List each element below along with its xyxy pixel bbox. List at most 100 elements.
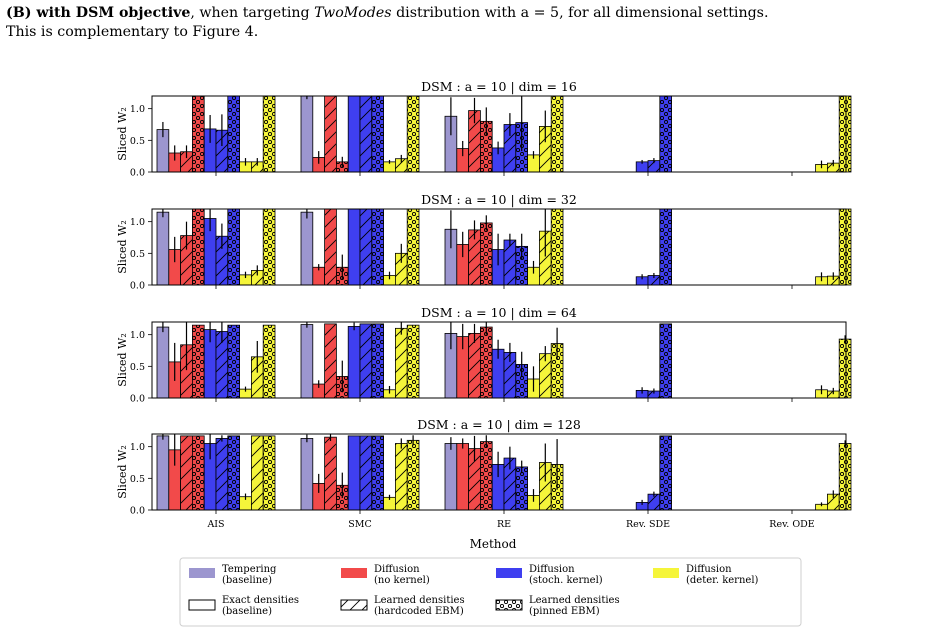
- legend-label: (baseline): [222, 575, 272, 586]
- bar-pattern: [659, 435, 672, 510]
- legend-swatch: [341, 568, 367, 578]
- bar-pattern: [839, 443, 851, 510]
- bar-pattern: [539, 126, 552, 172]
- bar: [347, 435, 361, 511]
- legend-frame: [179, 557, 802, 627]
- bar: [300, 211, 314, 286]
- bar-pattern: [839, 209, 851, 285]
- bar-pattern: [192, 435, 205, 510]
- bar-pattern: [251, 270, 264, 285]
- panel-2: DSM : a = 10 | dim = 32 Sliced W₂0.0 0.5 1.…: [116, 192, 852, 292]
- bar-pattern: [263, 325, 275, 398]
- caption-bold: (B) with DSM objective: [6, 5, 191, 21]
- y-tick-label: 0.0: [130, 394, 145, 405]
- bar-pattern: [251, 161, 264, 172]
- bar-pattern: [251, 435, 264, 510]
- legend-label: Diffusion: [529, 564, 575, 575]
- bar-pattern: [360, 435, 372, 510]
- legend-label: (no kernel): [374, 575, 430, 586]
- bar-pattern: [216, 130, 228, 172]
- bar-pattern: [263, 435, 275, 510]
- bar-pattern: [659, 96, 672, 172]
- bar-pattern: [551, 343, 563, 398]
- y-tick-label: 1.0: [130, 442, 145, 453]
- legend-label: (baseline): [222, 606, 272, 617]
- bar-pattern: [395, 158, 408, 172]
- bar-pattern: [480, 441, 493, 510]
- bar-pattern: [360, 209, 372, 285]
- bar: [444, 443, 458, 511]
- bar-pattern: [648, 494, 660, 510]
- bar-group-ais: [156, 95, 276, 173]
- bar-pattern: [515, 364, 528, 398]
- legend-item: Learned densities(hardcoded EBM): [340, 595, 465, 617]
- bar: [156, 435, 170, 511]
- bar: [300, 438, 314, 511]
- bar-pattern: [324, 437, 337, 510]
- legend-swatch: [496, 568, 522, 578]
- legend-item: Diffusion(no kernel): [341, 564, 430, 586]
- panel-3: DSM : a = 10 | dim = 64 Sliced W₂0.0 0.5 1.…: [116, 305, 852, 405]
- bar-pattern: [504, 458, 516, 510]
- bar-pattern: [839, 339, 851, 398]
- caption-part1: , when targeting: [190, 5, 315, 21]
- bar: [300, 324, 314, 399]
- bar-pattern: [180, 235, 193, 285]
- y-axis-label: Sliced W₂: [116, 445, 129, 499]
- bar-group-smc: [300, 322, 420, 399]
- bar-group-ais: [156, 208, 276, 286]
- axes-frame: [151, 433, 847, 511]
- bar-pattern: [192, 96, 205, 172]
- bar-pattern: [480, 222, 493, 285]
- legend-label: Diffusion: [686, 564, 732, 575]
- legend-label: (deter. kernel): [686, 575, 759, 586]
- y-tick-label: 0.0: [130, 506, 145, 517]
- bar-pattern: [180, 435, 193, 510]
- legend-label: (stoch. kernel): [529, 575, 603, 586]
- bar: [347, 95, 361, 173]
- panel-title: DSM : a = 10 | dim = 128: [417, 417, 581, 432]
- x-tick-label: Rev. SDE: [626, 519, 670, 530]
- bar-pattern: [827, 276, 840, 285]
- bar-pattern: [263, 96, 275, 172]
- bar-pattern: [407, 96, 419, 172]
- bar-pattern: [360, 323, 372, 398]
- legend-label: Tempering: [222, 564, 277, 575]
- x-axis-label: Method: [470, 537, 517, 551]
- bar-group-smc: [300, 208, 420, 286]
- bar-pattern: [659, 209, 672, 285]
- panel-4: DSM : a = 10 | dim = 128 Sliced W₂0.0 0.5 1…: [116, 417, 852, 530]
- legend-swatch-pattern: [341, 600, 367, 610]
- legend-item: Diffusion(deter. kernel): [653, 564, 759, 586]
- bar-pattern: [371, 435, 384, 510]
- panel-title: DSM : a = 10 | dim = 16: [421, 79, 577, 94]
- bar-pattern: [827, 163, 840, 172]
- bar-pattern: [324, 323, 337, 398]
- bar-pattern: [216, 331, 228, 398]
- bar-pattern: [515, 466, 528, 510]
- legend-label: Exact densities: [222, 595, 299, 606]
- bar-pattern: [360, 96, 372, 172]
- legend-item: Tempering(baseline): [189, 564, 277, 586]
- bar: [456, 443, 469, 511]
- bar-pattern: [227, 435, 240, 510]
- caption-italic: TwoModes: [314, 5, 392, 21]
- x-tick-label: RE: [497, 519, 511, 530]
- bar-pattern: [227, 325, 240, 398]
- bar-pattern: [504, 124, 516, 172]
- legend-label: Diffusion: [374, 564, 420, 575]
- caption-part2: distribution with a = 5, for all dimensi…: [391, 5, 769, 21]
- bar-pattern: [227, 96, 240, 172]
- bar-pattern: [263, 209, 275, 285]
- legend-swatch: [189, 568, 215, 578]
- bar-group-rev-sde: [635, 323, 672, 399]
- y-tick-label: 1.0: [130, 104, 145, 115]
- bar-pattern: [180, 151, 193, 172]
- bar-pattern: [468, 110, 481, 172]
- bar-pattern: [227, 209, 240, 285]
- bar-pattern: [480, 121, 493, 172]
- bar-pattern: [648, 160, 660, 172]
- bar-pattern: [551, 209, 563, 285]
